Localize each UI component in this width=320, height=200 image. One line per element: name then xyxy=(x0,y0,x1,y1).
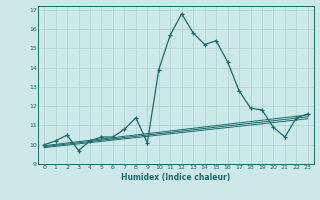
X-axis label: Humidex (Indice chaleur): Humidex (Indice chaleur) xyxy=(121,173,231,182)
